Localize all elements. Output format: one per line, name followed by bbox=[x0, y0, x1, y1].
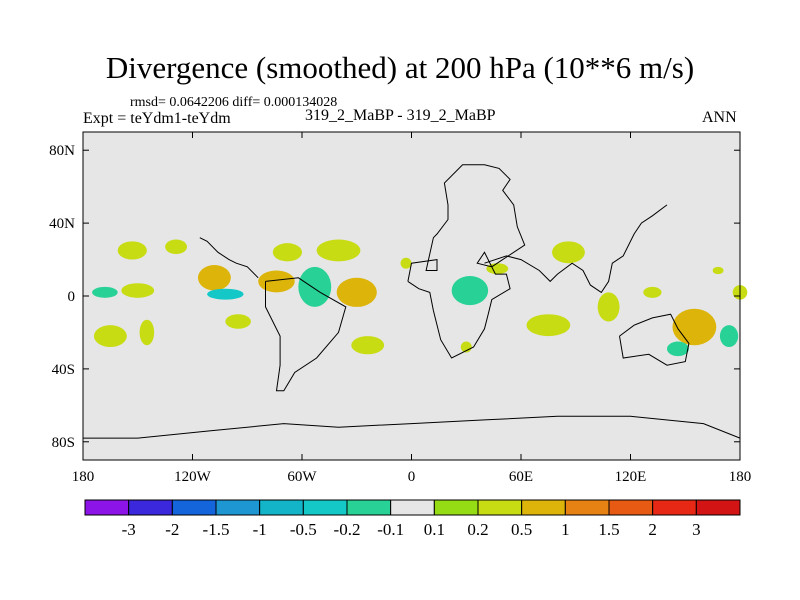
colorbar-swatch-10 bbox=[521, 499, 566, 516]
colorbar-label-7: 0.1 bbox=[424, 520, 445, 539]
colorbar-swatch-0 bbox=[84, 499, 130, 516]
x-tick-label-4: 60E bbox=[509, 469, 533, 485]
y-tick-label-2: 0 bbox=[68, 289, 76, 305]
colorbar: -3 -2 -1.5 -1 -0.5 -0.2 -0.1 0.1 0.2 0.5 1 1.5 2 3 bbox=[84, 499, 741, 539]
coastline-south-america bbox=[265, 277, 347, 392]
x-tick-label-2: 60W bbox=[287, 469, 317, 485]
x-tick-label-3: 0 bbox=[408, 469, 416, 485]
coastlines bbox=[83, 164, 741, 439]
anomaly-contour-25 bbox=[719, 325, 739, 348]
anomaly-contour-3 bbox=[121, 283, 155, 298]
colorbar-swatch-7 bbox=[390, 499, 435, 516]
case-label: 319_2_MaBP - 319_2_MaBP bbox=[305, 107, 496, 124]
anomaly-contour-0 bbox=[117, 241, 147, 260]
anomaly-contour-9 bbox=[272, 243, 302, 262]
anomaly-contour-21 bbox=[526, 314, 571, 337]
colorbar-label-9: 0.5 bbox=[511, 520, 532, 539]
anomaly-contour-12 bbox=[298, 266, 332, 307]
colorbar-label-10: 1 bbox=[561, 520, 570, 539]
colorbar-swatch-11 bbox=[564, 499, 610, 516]
colorbar-swatch-14 bbox=[695, 499, 741, 516]
y-tick-label-4: 80S bbox=[52, 435, 75, 451]
colorbar-label-2: -1.5 bbox=[203, 520, 230, 539]
anomaly-contour-14 bbox=[351, 336, 385, 355]
y-tick-label-0: 80N bbox=[49, 143, 75, 159]
colorbar-label-12: 2 bbox=[648, 520, 657, 539]
colorbar-swatch-12 bbox=[608, 499, 654, 516]
colorbar-label-4: -0.5 bbox=[290, 520, 317, 539]
anomaly-contour-17 bbox=[486, 263, 509, 275]
colorbar-swatch-9 bbox=[477, 499, 523, 516]
anomaly-field bbox=[92, 239, 748, 357]
colorbar-label-8: 0.2 bbox=[467, 520, 488, 539]
colorbar-label-5: -0.2 bbox=[334, 520, 361, 539]
anomaly-contour-11 bbox=[316, 239, 361, 262]
x-tick-label-1: 120W bbox=[174, 469, 212, 485]
anomaly-contour-7 bbox=[93, 325, 127, 348]
axis-ticks: 180 120W 60W 0 60E 120E 180 80N 40N 0 40S 80S bbox=[49, 132, 751, 485]
y-tick-label-3: 40S bbox=[52, 362, 75, 378]
colorbar-label-3: -1 bbox=[253, 520, 267, 539]
rmsd-diff-stats: rmsd= 0.0642206 diff= 0.000134028 bbox=[130, 95, 338, 110]
anomaly-contour-24 bbox=[667, 341, 689, 357]
anomaly-contour-5 bbox=[207, 288, 244, 300]
chart-title: Divergence (smoothed) at 200 hPa (10**6 … bbox=[105, 50, 695, 85]
x-tick-label-0: 180 bbox=[72, 469, 95, 485]
colorbar-swatch-5 bbox=[302, 499, 348, 516]
colorbar-swatch-6 bbox=[346, 499, 392, 516]
coastline-africa-eurasia bbox=[407, 164, 526, 359]
anomaly-contour-27 bbox=[712, 266, 724, 275]
colorbar-swatch-13 bbox=[652, 499, 697, 516]
anomaly-contour-6 bbox=[139, 319, 155, 346]
coastline-central-america bbox=[199, 237, 259, 279]
experiment-label: Expt = teYdm1-teYdm bbox=[83, 110, 231, 127]
colorbar-label-6: -0.1 bbox=[377, 520, 404, 539]
plot-background bbox=[83, 132, 740, 460]
anomaly-contour-19 bbox=[552, 241, 585, 264]
colorbar-label-0: -3 bbox=[122, 520, 136, 539]
x-tick-label-5: 120E bbox=[615, 469, 647, 485]
anomaly-contour-2 bbox=[92, 286, 118, 298]
anomaly-contour-15 bbox=[400, 257, 412, 269]
coastline-australia bbox=[619, 313, 690, 366]
anomaly-contour-23 bbox=[672, 308, 717, 346]
anomaly-contour-20 bbox=[597, 292, 620, 322]
colorbar-label-1: -2 bbox=[165, 520, 179, 539]
colorbar-label-13: 3 bbox=[692, 520, 701, 539]
colorbar-swatch-4 bbox=[259, 499, 304, 516]
colorbar-label-11: 1.5 bbox=[598, 520, 619, 539]
anomaly-contour-8 bbox=[225, 314, 251, 329]
season-label: ANN bbox=[702, 109, 737, 126]
anomaly-contour-22 bbox=[643, 286, 662, 298]
coastline-antarctic-coast bbox=[83, 415, 741, 439]
anomaly-contour-4 bbox=[197, 265, 231, 291]
anomaly-contour-1 bbox=[165, 239, 188, 255]
anomaly-contour-13 bbox=[336, 277, 377, 307]
colorbar-swatch-1 bbox=[128, 499, 173, 516]
x-tick-label-6: 180 bbox=[729, 469, 752, 485]
coastline-arabia-asia bbox=[484, 204, 668, 294]
anomaly-contour-10 bbox=[258, 270, 295, 293]
colorbar-swatch-2 bbox=[171, 499, 217, 516]
colorbar-swatch-3 bbox=[215, 499, 261, 516]
anomaly-contour-16 bbox=[451, 275, 489, 306]
y-tick-label-1: 40N bbox=[49, 216, 75, 232]
colorbar-swatch-8 bbox=[433, 499, 479, 516]
